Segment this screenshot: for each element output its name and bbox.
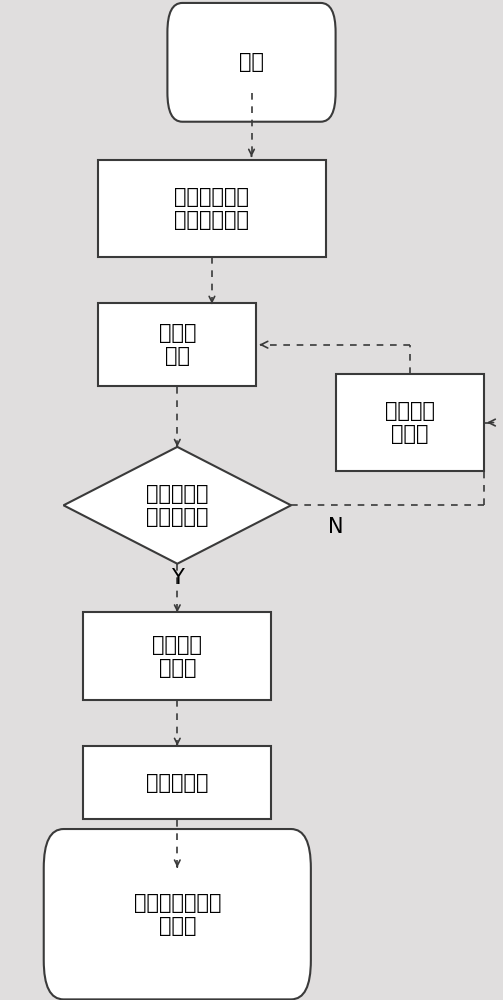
Polygon shape xyxy=(63,447,291,564)
FancyBboxPatch shape xyxy=(44,829,311,999)
Bar xyxy=(83,612,271,700)
Bar xyxy=(83,746,271,819)
Bar xyxy=(336,374,484,471)
Text: 滑动模态是
否渐进稳定: 滑动模态是 否渐进稳定 xyxy=(146,484,209,527)
Text: 调整滑模
面参数: 调整滑模 面参数 xyxy=(385,401,435,444)
Text: 自适应估计: 自适应估计 xyxy=(146,773,209,793)
Text: 设计滑
模面: 设计滑 模面 xyxy=(158,323,196,366)
Text: 求取等效
控制律: 求取等效 控制律 xyxy=(152,635,202,678)
Text: Y: Y xyxy=(171,568,184,588)
Text: 获取四旋翼飞
行器控制模型: 获取四旋翼飞 行器控制模型 xyxy=(175,187,249,230)
Text: 构成自适应滑膜
控制律: 构成自适应滑膜 控制律 xyxy=(134,893,221,936)
Bar xyxy=(98,303,257,386)
Text: 开始: 开始 xyxy=(239,52,264,72)
Bar xyxy=(98,160,326,257)
Text: N: N xyxy=(328,517,344,537)
FancyBboxPatch shape xyxy=(167,3,336,122)
